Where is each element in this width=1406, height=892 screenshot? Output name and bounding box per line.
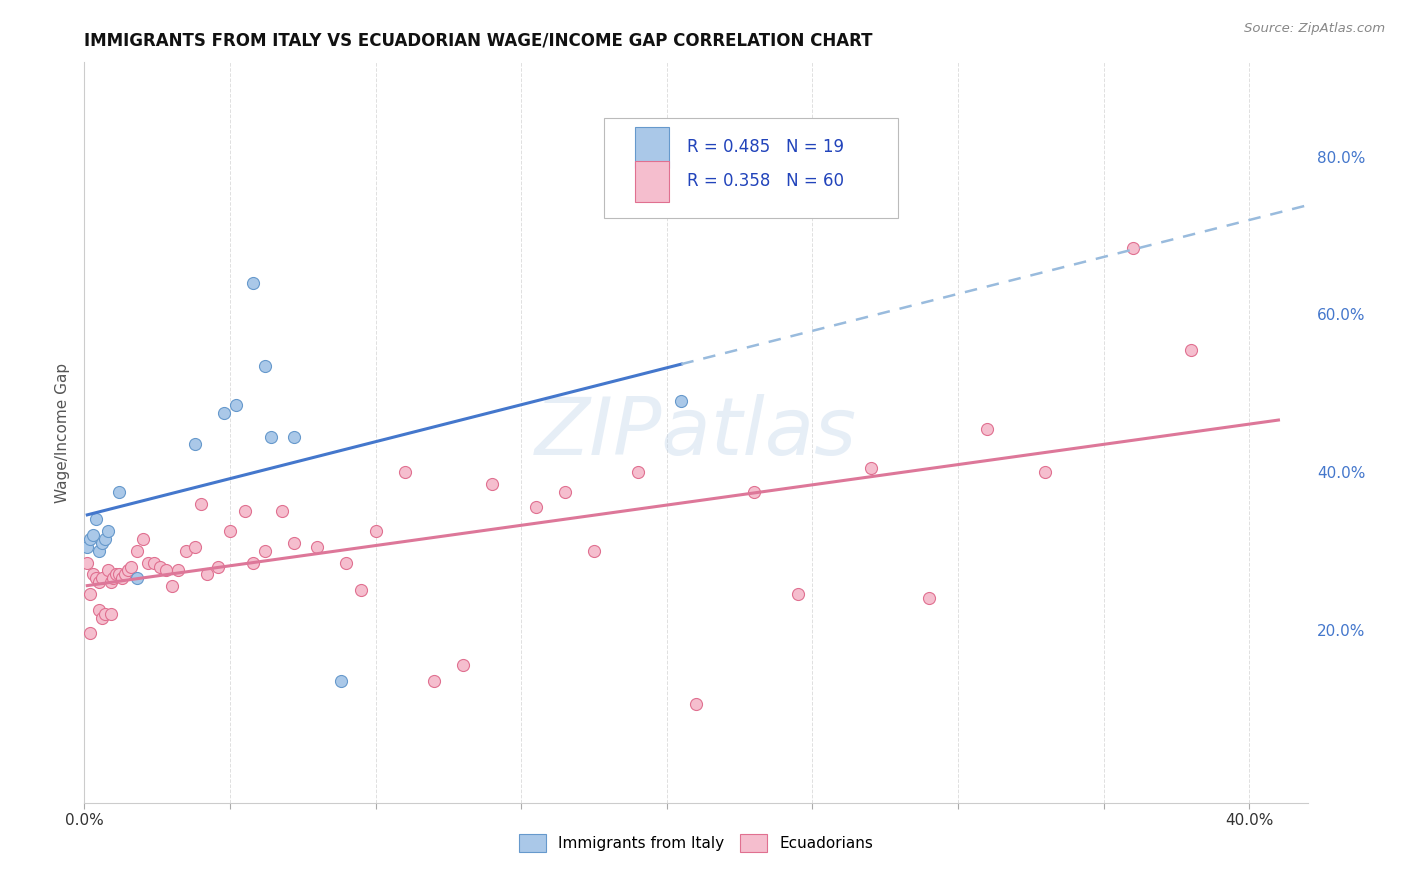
Point [84,512,107,526]
Point [918,591,941,605]
Point [225,398,247,412]
Point [307,540,329,554]
Point [155,564,177,578]
Point [787,587,810,601]
FancyBboxPatch shape [636,161,669,202]
Point [131,532,153,546]
Point [93,532,115,546]
Y-axis label: Wage/Income Gap: Wage/Income Gap [55,362,70,503]
Point [195,567,218,582]
Point [90,536,112,550]
Point [138,556,160,570]
Point [79,532,101,546]
Text: ZIPatlas: ZIPatlas [534,393,858,472]
Point [100,607,122,621]
Point [97,564,120,578]
Point [212,406,235,420]
Point [125,543,148,558]
Point [350,583,373,598]
Point [742,484,765,499]
Point [108,484,131,499]
Point [82,528,104,542]
Point [76,540,98,554]
Point [108,567,131,582]
Point [79,626,101,640]
Text: R = 0.358   N = 60: R = 0.358 N = 60 [688,172,845,190]
Point [149,559,172,574]
Point [283,429,305,443]
Point [859,461,882,475]
Point [524,500,547,515]
Legend: Immigrants from Italy, Ecuadorians: Immigrants from Italy, Ecuadorians [513,829,879,858]
Point [82,567,104,582]
Point [87,575,110,590]
Point [242,276,264,290]
Point [90,610,112,624]
Point [184,540,207,554]
Point [120,559,142,574]
Point [394,465,416,479]
Point [76,556,98,570]
Point [335,556,357,570]
Point [219,524,242,538]
FancyBboxPatch shape [605,118,898,218]
Point [117,564,139,578]
Point [1122,240,1144,254]
Point [97,524,120,538]
Text: IMMIGRANTS FROM ITALY VS ECUADORIAN WAGE/INCOME GAP CORRELATION CHART: IMMIGRANTS FROM ITALY VS ECUADORIAN WAGE… [84,32,873,50]
Point [184,437,207,451]
Point [103,571,125,585]
Point [84,571,107,585]
Text: R = 0.485   N = 19: R = 0.485 N = 19 [688,138,845,156]
Point [114,567,136,582]
Point [260,429,283,443]
Point [253,359,276,373]
Point [125,571,148,585]
Point [451,657,474,672]
Point [105,567,128,582]
Point [283,536,305,550]
Point [1180,343,1202,357]
Point [174,543,197,558]
Point [671,394,693,409]
Point [423,673,446,688]
Point [207,559,229,574]
Point [554,484,576,499]
Point [93,607,115,621]
Point [976,422,998,436]
Point [685,698,707,712]
FancyBboxPatch shape [636,127,669,168]
Point [190,496,212,510]
Point [100,575,122,590]
Point [87,603,110,617]
Point [329,673,352,688]
Point [364,524,387,538]
Point [233,504,256,518]
Point [143,556,166,570]
Point [271,504,294,518]
Point [160,579,183,593]
Point [166,564,188,578]
Point [87,543,110,558]
Point [1035,465,1057,479]
Point [111,571,134,585]
Point [242,556,264,570]
Text: Source: ZipAtlas.com: Source: ZipAtlas.com [1244,22,1385,36]
Point [79,587,101,601]
Point [253,543,276,558]
Point [481,476,503,491]
Point [583,543,606,558]
Point [90,571,112,585]
Point [627,465,650,479]
